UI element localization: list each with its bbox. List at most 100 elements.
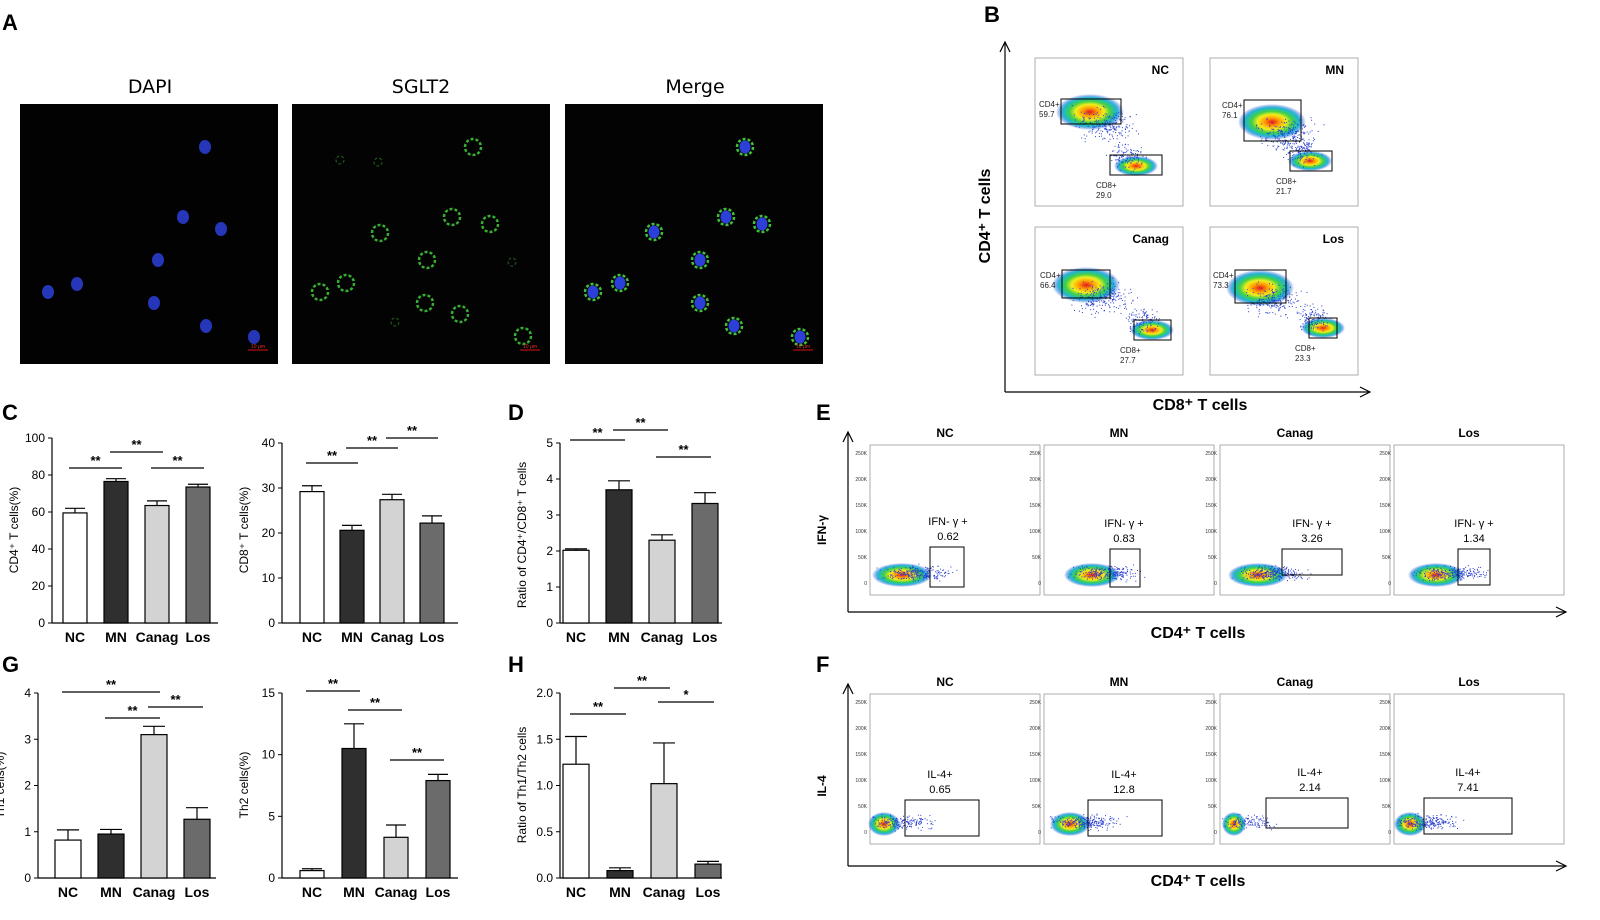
nucleus (148, 296, 160, 310)
flow_e-title: MN (1110, 426, 1129, 440)
bar-canag (140, 734, 168, 879)
y-tick: 200K (1205, 477, 1217, 483)
y-tick-label: 0.0 (536, 871, 553, 885)
y-tick-label: 0 (24, 871, 31, 885)
merge-cell-nucleus (614, 276, 626, 290)
y-tick-label: 0.5 (536, 825, 553, 839)
y-tick-label: 15 (262, 686, 276, 700)
merge-cell-membrane (752, 214, 772, 234)
merge-cell-membrane (690, 250, 710, 270)
flow-panel-f: IL-4 CD4⁺ T cells NC 250K 200K 150K 100K 50K 0… (815, 675, 1568, 890)
flow-b-plot-mn: MN CD4+76.1 CD8+21.7 (1209, 57, 1359, 207)
gate-label: IFN- γ + (1104, 518, 1143, 530)
y-tick-label: 3 (24, 732, 31, 746)
gate-label: IFN- γ + (1454, 518, 1493, 530)
flow-f-x-axis: CD4⁺ T cells (1151, 873, 1246, 890)
gate-value: 0.62 (937, 531, 958, 543)
y-tick: 50K (858, 555, 868, 561)
gate-label: IL-4+ (1455, 767, 1480, 779)
category-label: Los (186, 629, 211, 645)
merge-cell-membrane (583, 282, 603, 302)
flow-b-title: MN (1325, 63, 1344, 77)
sglt2-cell (513, 326, 533, 346)
gate-label: IL-4+ (1111, 769, 1136, 781)
gate-box (1109, 548, 1141, 588)
y-tick: 100K (1379, 778, 1391, 784)
category-label: NC (302, 884, 322, 900)
category-label: MN (343, 884, 365, 900)
cd8-gate-label: CD8+ (1295, 344, 1316, 353)
cd8-gate-value: 23.3 (1295, 354, 1311, 363)
bar-mn (341, 747, 367, 879)
y-tick: 50K (1032, 555, 1042, 561)
y-tick: 250K (1379, 700, 1391, 706)
y-tick: 0 (864, 581, 867, 587)
y-tick-label: 4 (546, 472, 553, 486)
scale-label-3: 10 μm (796, 344, 810, 350)
significance-label: ** (407, 423, 418, 438)
flow-b-plot-canag: Canag CD4+66.4 CD8+27.7 (1034, 226, 1184, 376)
bar-los (694, 863, 722, 879)
micro-image-merge (565, 104, 823, 364)
category-label: Canag (133, 884, 176, 900)
cd8-gate-value: 29.0 (1096, 191, 1112, 200)
dapi-nuclei (42, 140, 260, 344)
micro-title-sglt2: SGLT2 (392, 76, 450, 98)
y-tick-label: 10 (262, 748, 276, 762)
nucleus (42, 285, 54, 299)
y-tick-label: 5 (268, 809, 275, 823)
y-tick-label: 4 (24, 686, 31, 700)
flow-b-title: NC (1152, 63, 1170, 77)
flow_f-plot-mn: MN 250K 200K 150K 100K 50K 0 IL-4+ 12.8 (1029, 675, 1215, 845)
y-tick: 250K (1205, 700, 1217, 706)
significance-label: ** (635, 415, 646, 430)
bar-los (183, 818, 211, 879)
flow_f-plot-los: Los 250K 200K 150K 100K 50K 0 IL-4+ 7.41 (1379, 675, 1565, 845)
y-tick: 100K (855, 529, 867, 535)
flow_e-plot-mn: MN 250K 200K 150K 100K 50K 0 IFN- γ + 0.83 (1029, 426, 1215, 596)
y-tick-label: 60 (32, 505, 46, 519)
merge-cell-membrane (716, 207, 736, 227)
merge-cell-membrane (724, 316, 744, 336)
cd4-gate-value: 66.4 (1040, 281, 1056, 290)
sglt2-cell (415, 293, 435, 313)
nucleus (215, 222, 227, 236)
y-tick-label: 40 (32, 542, 46, 556)
merge-cell-membrane (690, 293, 710, 313)
category-label: MN (100, 884, 122, 900)
y-axis-label: Th2 cells(%) (237, 752, 251, 819)
y-tick: 50K (1032, 804, 1042, 810)
bar-nc (54, 839, 82, 879)
bar-mn (606, 869, 634, 879)
y-tick-label: 0 (268, 616, 275, 630)
y-tick: 150K (1379, 752, 1391, 758)
cd4-events (1255, 117, 1325, 154)
flow_f-title: Los (1458, 675, 1480, 689)
y-tick-label: 5 (546, 436, 553, 450)
y-tick: 200K (1029, 477, 1041, 483)
y-tick: 100K (855, 778, 867, 784)
y-tick-label: 100 (25, 431, 45, 445)
category-label: Canag (375, 884, 418, 900)
merge-cell-nucleus (720, 210, 732, 224)
bar-chart-c1: 0 20 40 60 80 100 CD4⁺ T cells(%) NC MN Canag Los *… (7, 431, 218, 645)
bar-nc (299, 869, 325, 879)
sglt2-cell (450, 304, 470, 324)
bar-canag (650, 783, 678, 879)
flow-panel-e: IFN-γ CD4⁺ T cells NC 250K 200K 150K 100K 50K… (815, 426, 1568, 642)
significance-label: ** (106, 677, 117, 692)
cd8-gate (1133, 319, 1172, 341)
cd8-gate (1109, 154, 1163, 176)
bar-los (425, 779, 451, 879)
sglt2-cell (390, 317, 400, 327)
events (876, 563, 958, 582)
flow-e-x-axis: CD4⁺ T cells (1151, 625, 1246, 642)
significance-label: ** (328, 676, 339, 691)
sglt2-cell (310, 282, 330, 302)
cd8-gate-label: CD8+ (1096, 181, 1117, 190)
bar-chart-g1: 0 1 2 3 4 Th1 cells(%) NC MN Canag Los ** ** ** (0, 677, 216, 900)
events (1411, 565, 1489, 582)
gate-label: IFN- γ + (928, 516, 967, 528)
